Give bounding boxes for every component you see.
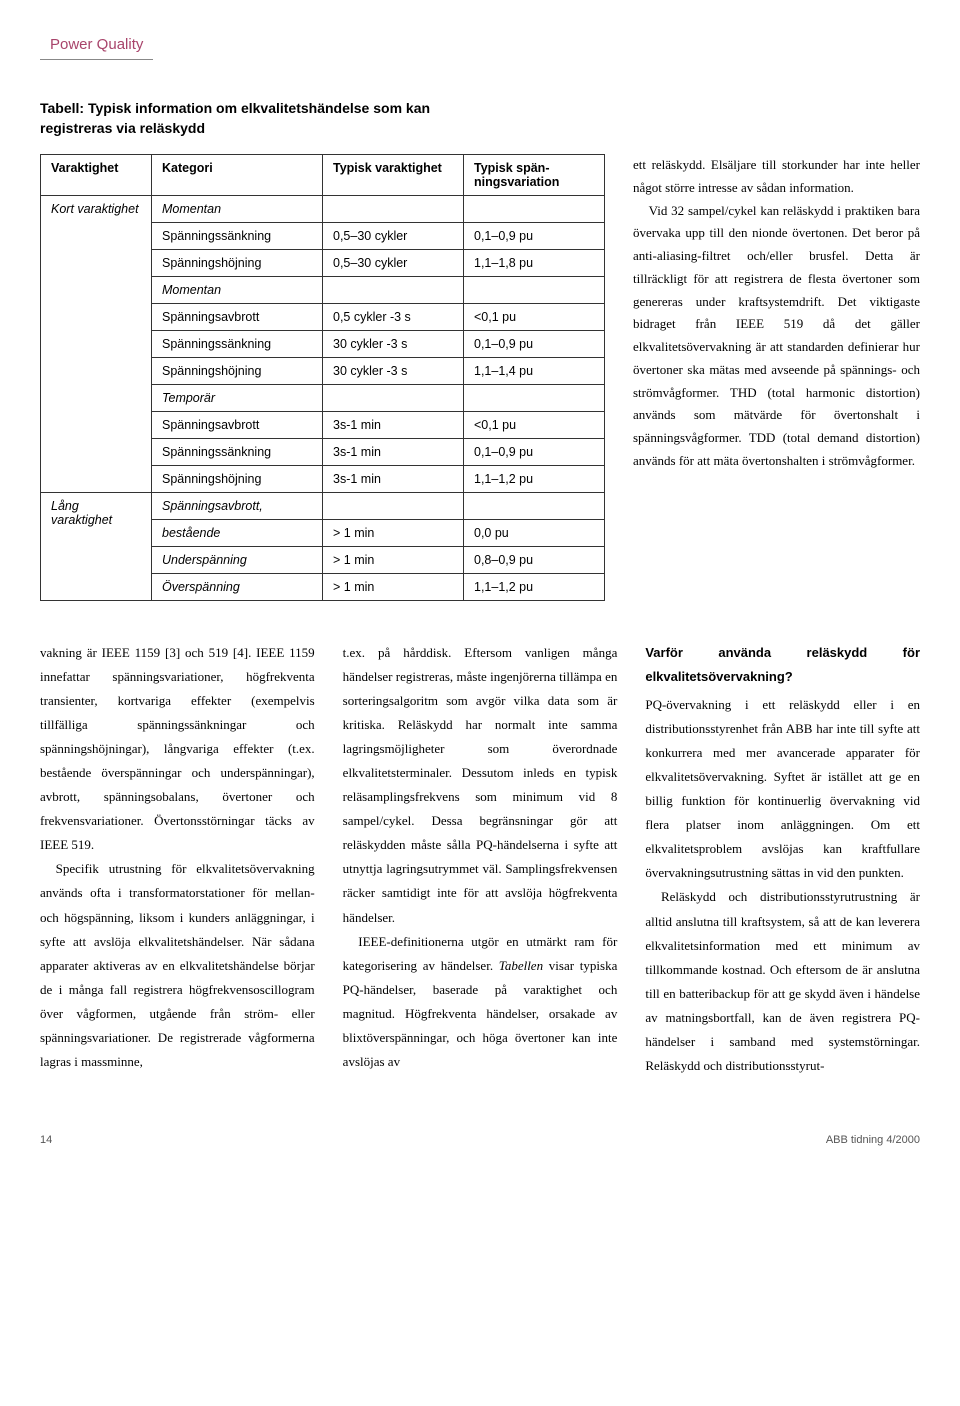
pq-table: Varaktighet Kategori Typisk varaktighet … <box>40 154 605 601</box>
cell-category: Spänningssänkning <box>152 223 323 250</box>
col3-p2: Reläskydd och distributionsstyrutrustnin… <box>645 885 920 1077</box>
column-3: Varför använda reläskydd för elkvalitets… <box>645 641 920 1078</box>
th-duration: Varaktighet <box>41 155 152 196</box>
cell-category: Spänningssänkning <box>152 439 323 466</box>
cell-voltage-variation: 0,1–0,9 pu <box>464 223 605 250</box>
col2-p2c: visar typiska PQ-händelser, baserade på … <box>343 958 618 1069</box>
col1-p2: Specifik utrustning för elkvalitetsöverv… <box>40 857 315 1073</box>
cell-voltage-variation: 0,0 pu <box>464 520 605 547</box>
cell-typical-duration <box>323 493 464 520</box>
cell-typical-duration: > 1 min <box>323 520 464 547</box>
cell-typical-duration: 3s-1 min <box>323 412 464 439</box>
cell-category: Överspänning <box>152 574 323 601</box>
cell-typical-duration: 0,5–30 cykler <box>323 223 464 250</box>
cell-typical-duration: 30 cykler -3 s <box>323 358 464 385</box>
cell-category: Spänningsavbrott <box>152 412 323 439</box>
pq-table-container: Varaktighet Kategori Typisk varaktighet … <box>40 154 605 601</box>
cell-category: Spänningsavbrott, <box>152 493 323 520</box>
cell-category: Spänningshöjning <box>152 466 323 493</box>
cell-voltage-variation <box>464 196 605 223</box>
cell-voltage-variation <box>464 277 605 304</box>
col3-heading: Varför använda reläskydd för elkvalitets… <box>645 641 920 689</box>
table-title-line1: Tabell: Typisk information om elkvalitet… <box>40 100 920 116</box>
table-title-line2: registreras via reläskydd <box>40 120 920 136</box>
cell-voltage-variation <box>464 493 605 520</box>
cell-voltage-variation: 1,1–1,2 pu <box>464 466 605 493</box>
cell-typical-duration: > 1 min <box>323 574 464 601</box>
cell-category: Momentan <box>152 196 323 223</box>
cell-voltage-variation: 0,1–0,9 pu <box>464 331 605 358</box>
cell-voltage-variation: 1,1–1,8 pu <box>464 250 605 277</box>
cell-typical-duration <box>323 196 464 223</box>
cell-category: Spänningssänkning <box>152 331 323 358</box>
page-footer: 14 ABB tidning 4/2000 <box>40 1128 920 1146</box>
group-long: Lång varaktighet <box>41 493 152 601</box>
cell-typical-duration: > 1 min <box>323 547 464 574</box>
side-p2: Vid 32 sampel/cykel kan reläskydd i prak… <box>633 200 920 473</box>
cell-category: bestående <box>152 520 323 547</box>
cell-voltage-variation <box>464 385 605 412</box>
col2-p2b: Tabellen <box>499 958 543 973</box>
cell-typical-duration <box>323 277 464 304</box>
cell-typical-duration: 3s-1 min <box>323 439 464 466</box>
cell-voltage-variation: 1,1–1,4 pu <box>464 358 605 385</box>
cell-voltage-variation: 0,1–0,9 pu <box>464 439 605 466</box>
col1-p1: vakning är IEEE 1159 [3] och 519 [4]. IE… <box>40 641 315 857</box>
cell-typical-duration <box>323 385 464 412</box>
side-p1: ett reläskydd. Elsäljare till storkunder… <box>633 154 920 200</box>
cell-voltage-variation: <0,1 pu <box>464 304 605 331</box>
table-row: Kort varaktighetMomentan <box>41 196 605 223</box>
cell-typical-duration: 0,5–30 cykler <box>323 250 464 277</box>
col2-p2: IEEE-definitionerna utgör en utmärkt ram… <box>343 930 618 1074</box>
cell-typical-duration: 30 cykler -3 s <box>323 331 464 358</box>
th-typical-duration: Typisk varaktighet <box>323 155 464 196</box>
cell-typical-duration: 0,5 cykler -3 s <box>323 304 464 331</box>
cell-category: Underspänning <box>152 547 323 574</box>
cell-category: Spänningshöjning <box>152 250 323 277</box>
th-category: Kategori <box>152 155 323 196</box>
group-short: Kort varaktighet <box>41 196 152 493</box>
column-2: t.ex. på hårddisk. Eftersom vanligen mån… <box>343 641 618 1078</box>
th-voltage-variation: Typisk spän-ningsvariation <box>464 155 605 196</box>
cell-category: Momentan <box>152 277 323 304</box>
column-1: vakning är IEEE 1159 [3] och 519 [4]. IE… <box>40 641 315 1078</box>
cell-voltage-variation: <0,1 pu <box>464 412 605 439</box>
cell-category: Spänningshöjning <box>152 358 323 385</box>
side-paragraph: ett reläskydd. Elsäljare till storkunder… <box>633 154 920 601</box>
cell-typical-duration: 3s-1 min <box>323 466 464 493</box>
cell-category: Temporär <box>152 385 323 412</box>
col2-p1: t.ex. på hårddisk. Eftersom vanligen mån… <box>343 641 618 930</box>
cell-voltage-variation: 1,1–1,2 pu <box>464 574 605 601</box>
page-number: 14 <box>40 1134 52 1146</box>
table-row: Lång varaktighetSpänningsavbrott, <box>41 493 605 520</box>
publication-info: ABB tidning 4/2000 <box>826 1134 920 1146</box>
col3-p1: PQ-övervakning i ett reläskydd eller i e… <box>645 693 920 885</box>
category-label: Power Quality <box>40 30 153 60</box>
cell-category: Spänningsavbrott <box>152 304 323 331</box>
cell-voltage-variation: 0,8–0,9 pu <box>464 547 605 574</box>
